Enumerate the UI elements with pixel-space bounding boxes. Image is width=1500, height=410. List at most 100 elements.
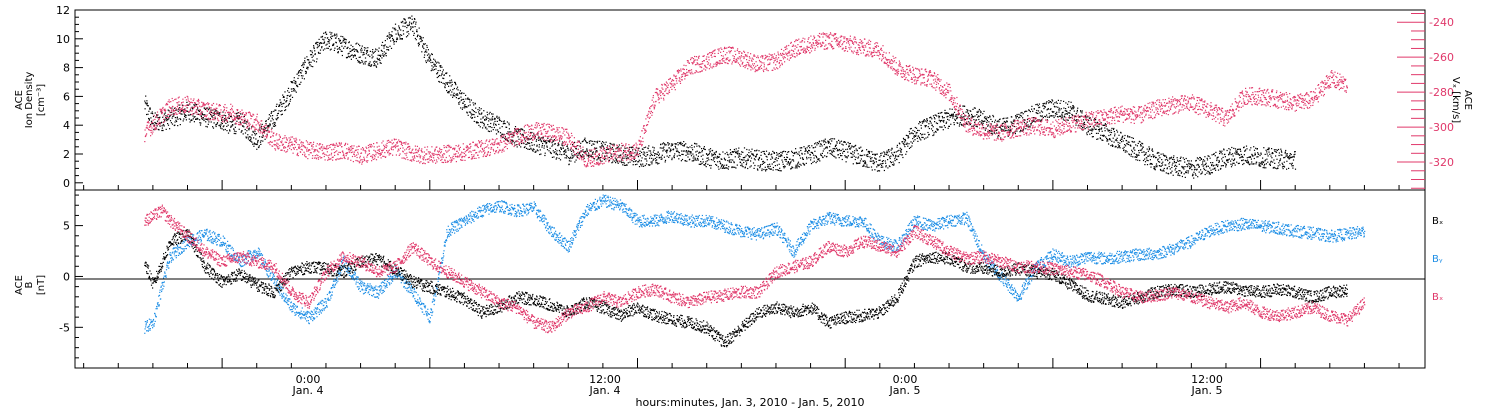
data-point [1262,160,1264,163]
data-point [1050,108,1052,110]
data-point [1112,145,1114,147]
data-point [742,151,744,153]
data-point [335,37,337,39]
data-point [735,167,737,169]
data-point [973,124,975,126]
data-point [1128,153,1130,155]
data-point [361,45,363,47]
data-point [555,152,558,154]
data-point [209,111,211,113]
data-point [638,159,640,161]
data-point [588,154,590,156]
data-point [266,133,268,135]
data-point [638,147,640,149]
data-point [730,152,732,154]
data-point [593,140,595,143]
data-point [886,152,888,154]
data-point [341,42,343,44]
data-point [266,137,268,139]
data-point [1058,107,1060,109]
data-point [1162,161,1164,163]
data-point [519,128,521,131]
data-point [1200,169,1202,171]
data-point [924,133,926,135]
data-point [896,146,898,148]
data-point [1198,164,1200,166]
data-point [558,144,560,146]
data-point [1040,110,1042,112]
data-point [854,150,856,152]
data-point [247,112,249,114]
data-point [167,101,169,103]
data-point [299,83,301,85]
data-point [1212,168,1214,170]
data-point [1115,146,1117,148]
data-point [412,26,414,28]
data-point [1203,169,1205,171]
data-point [516,130,518,133]
data-point [283,147,285,149]
data-point [845,143,847,145]
data-point [345,142,347,144]
data-point [700,155,702,157]
data-point [511,141,513,143]
data-point [1098,126,1100,128]
data-point [226,107,228,109]
data-point [362,63,365,65]
data-point [367,160,369,162]
data-point [371,51,373,53]
data-point [601,145,603,147]
data-point [784,151,787,153]
data-point [200,116,202,118]
data-point [598,157,600,159]
data-point [670,148,672,150]
data-point [748,155,750,157]
data-point [228,115,230,117]
data-point [806,158,808,160]
data-point [366,51,368,53]
data-point [430,70,432,72]
data-point [729,153,731,155]
data-point [181,109,183,111]
data-point [279,104,281,106]
data-point [903,139,905,141]
data-point [263,131,265,133]
data-point [912,129,914,132]
data-point [997,120,999,122]
data-point [232,110,234,112]
data-point [421,40,423,42]
data-point [224,107,226,109]
data-point [202,118,204,120]
data-point [203,119,205,122]
data-point [644,158,646,160]
data-point [876,166,878,168]
data-point [292,88,294,90]
data-point [738,147,740,149]
data-point [806,147,808,149]
data-point [789,162,791,164]
data-point [969,123,971,126]
data-point [1223,161,1225,164]
data-point [356,42,358,44]
data-point [1215,151,1217,153]
data-point [417,43,419,45]
data-point [236,109,238,112]
data-point [882,162,884,164]
data-point [596,142,598,144]
data-point [165,128,167,130]
data-point [424,43,426,45]
data-point [865,162,867,164]
data-point [902,137,905,139]
data-point [291,136,294,138]
data-point [238,112,240,114]
data-point [766,159,768,161]
data-point [366,50,368,52]
data-point [429,58,431,60]
data-point [1196,164,1198,166]
data-point [444,84,446,86]
data-point [233,115,235,117]
data-point [851,146,853,148]
data-point [838,157,840,159]
data-point [731,153,733,156]
data-point [805,149,807,151]
